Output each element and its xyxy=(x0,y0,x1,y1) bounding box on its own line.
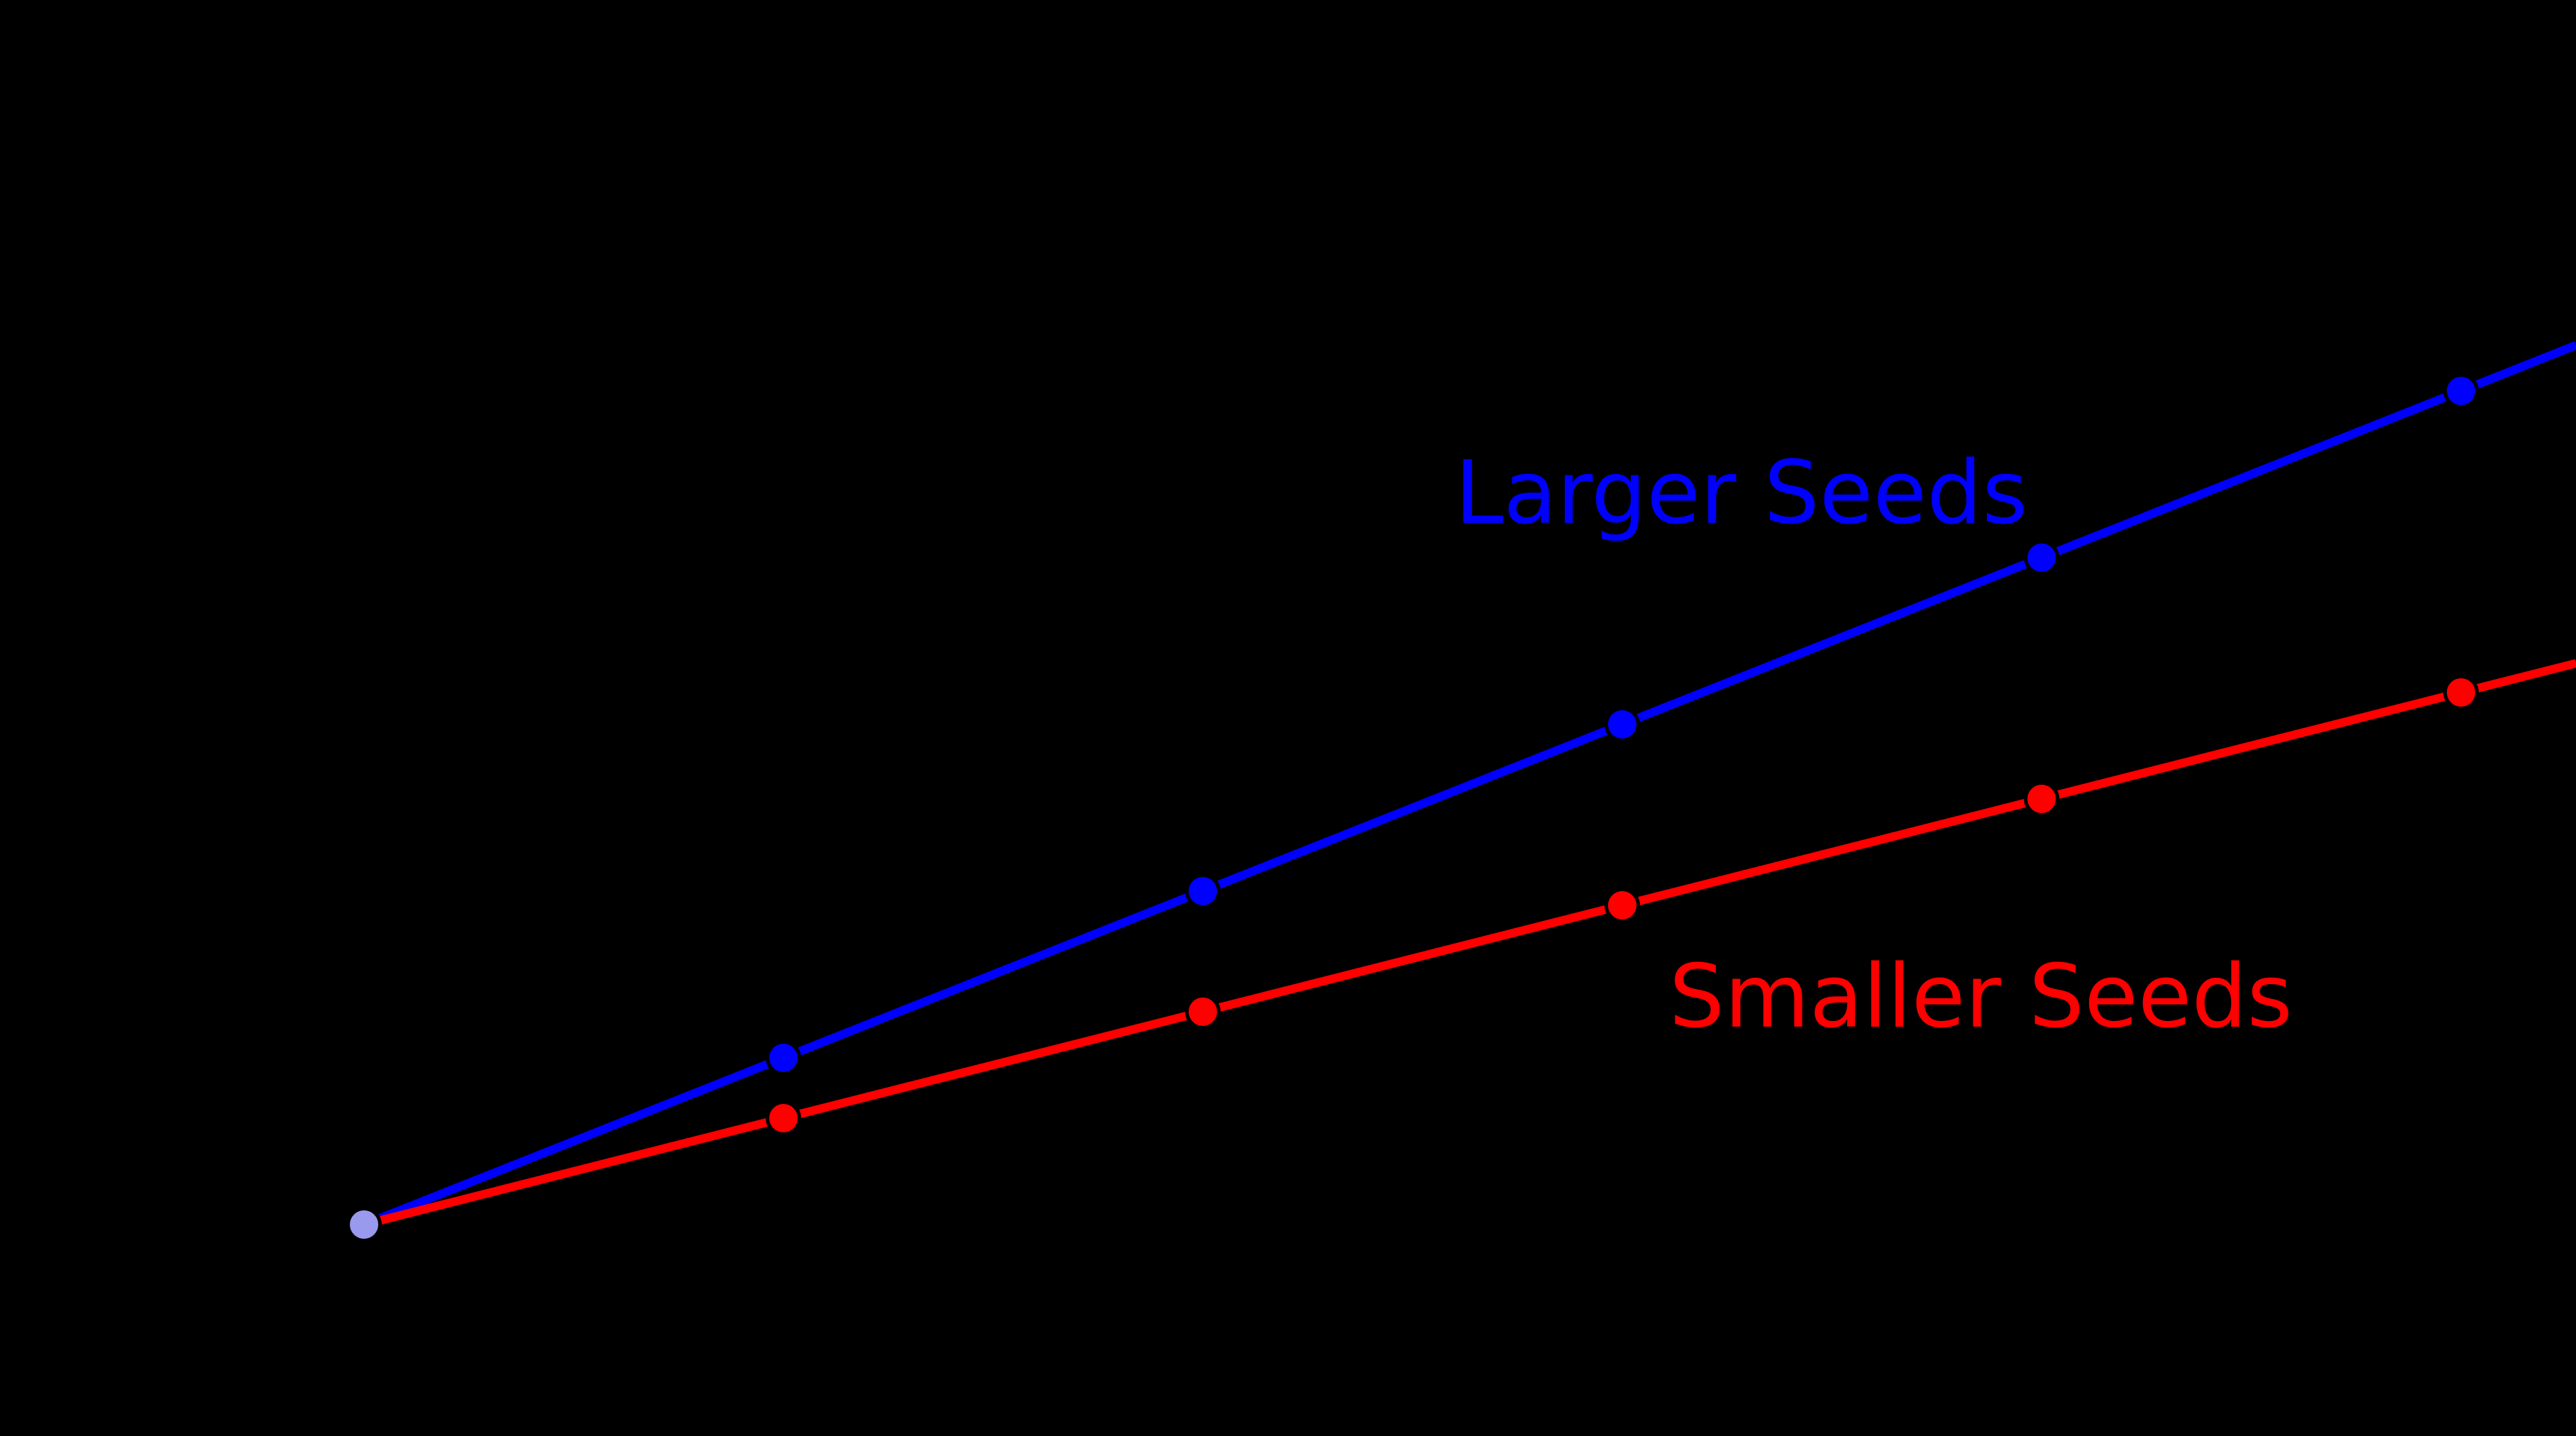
smaller-seeds-point-3 xyxy=(1605,888,1640,923)
smaller-seeds-label: Smaller Seeds xyxy=(1669,946,2293,1048)
larger-seeds-point-2 xyxy=(1185,873,1221,909)
smaller-seeds-point-1 xyxy=(766,1100,801,1136)
shared-start-point xyxy=(346,1207,382,1242)
smaller-seeds-point-2 xyxy=(1185,994,1221,1029)
larger-seeds-point-5 xyxy=(2443,373,2479,409)
smaller-seeds-line xyxy=(363,659,2576,1229)
smaller-seeds-point-4 xyxy=(2024,781,2059,817)
smaller-seeds-point-5 xyxy=(2443,675,2479,710)
larger-seeds-point-4 xyxy=(2024,540,2059,575)
larger-seeds-point-1 xyxy=(766,1040,801,1076)
larger-seeds-point-3 xyxy=(1605,707,1640,742)
larger-seeds-label: Larger Seeds xyxy=(1455,443,2028,544)
